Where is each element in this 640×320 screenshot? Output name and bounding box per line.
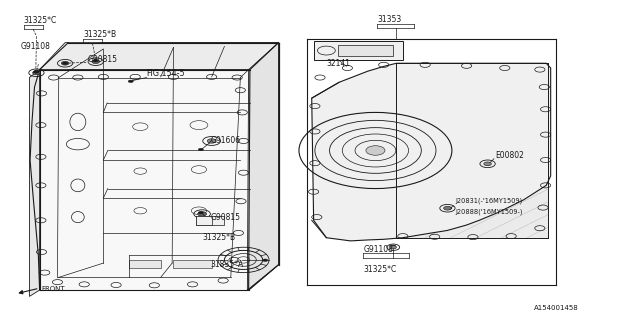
Polygon shape — [173, 260, 212, 268]
Circle shape — [390, 246, 396, 249]
Circle shape — [486, 163, 491, 165]
Circle shape — [93, 60, 99, 62]
Polygon shape — [40, 43, 278, 69]
Circle shape — [33, 71, 40, 75]
Polygon shape — [314, 41, 403, 60]
Polygon shape — [338, 45, 394, 56]
Circle shape — [198, 212, 207, 216]
Circle shape — [128, 80, 133, 83]
Text: G91108: G91108 — [364, 245, 393, 254]
Circle shape — [61, 61, 69, 65]
Text: 31835*A: 31835*A — [211, 260, 244, 269]
Text: J20831(-'16MY1509): J20831(-'16MY1509) — [455, 197, 522, 204]
Text: FRONT: FRONT — [42, 286, 65, 292]
Polygon shape — [312, 63, 550, 241]
Circle shape — [391, 245, 396, 248]
Circle shape — [484, 162, 492, 166]
Polygon shape — [196, 215, 225, 225]
Circle shape — [198, 148, 204, 151]
Circle shape — [63, 62, 68, 65]
Polygon shape — [68, 43, 278, 69]
Circle shape — [33, 70, 38, 73]
Circle shape — [92, 60, 100, 64]
Circle shape — [447, 207, 452, 210]
Circle shape — [207, 139, 216, 143]
Circle shape — [323, 49, 328, 51]
Text: 32141: 32141 — [326, 60, 350, 68]
Text: G90815: G90815 — [211, 213, 241, 222]
Polygon shape — [129, 260, 161, 268]
Text: FIG.154-5: FIG.154-5 — [147, 69, 186, 78]
Text: 31325*B: 31325*B — [83, 30, 116, 39]
Polygon shape — [196, 215, 212, 225]
Circle shape — [366, 146, 385, 155]
Text: G90815: G90815 — [88, 55, 117, 64]
Text: G91606: G91606 — [211, 136, 241, 145]
Circle shape — [34, 70, 39, 73]
Text: 31325*C: 31325*C — [24, 16, 57, 25]
Polygon shape — [247, 43, 278, 290]
Text: J20888('16MY1509-): J20888('16MY1509-) — [455, 208, 523, 215]
Text: 31325*B: 31325*B — [202, 233, 236, 242]
Polygon shape — [29, 69, 40, 296]
Circle shape — [444, 206, 451, 210]
Polygon shape — [38, 69, 250, 290]
Circle shape — [198, 212, 204, 214]
Text: A154001458: A154001458 — [534, 305, 578, 310]
Text: G91108: G91108 — [20, 42, 51, 51]
Text: E00802: E00802 — [495, 151, 524, 160]
Text: 31325*C: 31325*C — [364, 265, 397, 274]
Polygon shape — [248, 43, 278, 290]
Text: 31353: 31353 — [378, 15, 402, 24]
Circle shape — [262, 259, 268, 261]
Polygon shape — [396, 63, 548, 238]
